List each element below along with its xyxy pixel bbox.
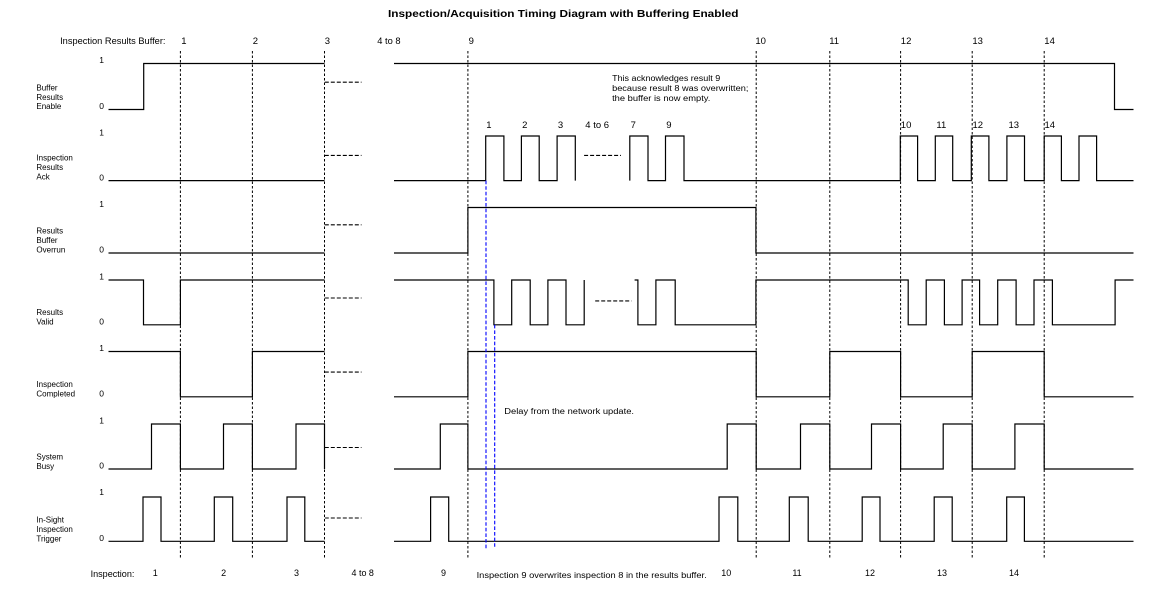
svg-text:Inspection: Inspection <box>36 525 72 534</box>
svg-text:1: 1 <box>99 343 104 353</box>
svg-text:1: 1 <box>99 199 104 209</box>
svg-text:1: 1 <box>99 55 104 65</box>
svg-text:0: 0 <box>99 317 104 327</box>
svg-text:Inspection: Inspection <box>36 153 72 162</box>
svg-text:4 to 8: 4 to 8 <box>377 36 400 47</box>
svg-text:Delay from the network update.: Delay from the network update. <box>504 407 634 416</box>
svg-text:11: 11 <box>792 568 801 578</box>
svg-text:9: 9 <box>441 568 446 578</box>
svg-text:Valid: Valid <box>36 317 53 326</box>
svg-text:7: 7 <box>631 120 636 131</box>
svg-text:1: 1 <box>153 568 158 578</box>
svg-text:13: 13 <box>937 568 947 578</box>
svg-text:1: 1 <box>99 128 104 138</box>
svg-text:Enable: Enable <box>36 102 61 111</box>
svg-text:Buffer: Buffer <box>36 83 58 92</box>
svg-text:9: 9 <box>469 36 474 47</box>
svg-text:3: 3 <box>294 568 299 578</box>
svg-text:4 to 6: 4 to 6 <box>585 120 609 131</box>
svg-text:13: 13 <box>1009 120 1020 131</box>
svg-text:Inspection: Inspection <box>36 380 72 389</box>
svg-text:2: 2 <box>253 36 258 47</box>
svg-text:13: 13 <box>972 36 983 47</box>
svg-text:Buffer: Buffer <box>36 236 58 245</box>
svg-text:0: 0 <box>99 172 104 182</box>
svg-text:Results: Results <box>36 308 63 317</box>
svg-text:Trigger: Trigger <box>36 535 61 544</box>
svg-text:Inspection 9 overwrites inspec: Inspection 9 overwrites inspection 8 in … <box>477 571 707 580</box>
svg-text:0: 0 <box>99 533 104 543</box>
svg-text:1: 1 <box>181 36 186 47</box>
svg-text:Inspection/Acquisition Timing: Inspection/Acquisition Timing Diagram wi… <box>388 9 739 20</box>
svg-text:0: 0 <box>99 389 104 399</box>
svg-text:Ack: Ack <box>36 172 50 181</box>
svg-text:3: 3 <box>558 120 563 131</box>
svg-text:In-Sight: In-Sight <box>36 515 64 524</box>
svg-text:Overrun: Overrun <box>36 246 65 255</box>
svg-text:10: 10 <box>755 36 766 47</box>
svg-text:System: System <box>36 452 63 461</box>
svg-text:Completed: Completed <box>36 389 75 398</box>
svg-text:9: 9 <box>666 120 671 131</box>
svg-text:14: 14 <box>1044 36 1055 47</box>
svg-text:Results: Results <box>36 163 63 172</box>
svg-text:0: 0 <box>99 245 104 255</box>
svg-text:11: 11 <box>829 36 839 47</box>
svg-text:12: 12 <box>865 568 875 578</box>
svg-text:12: 12 <box>973 120 984 131</box>
svg-text:because result 8 was overwritt: because result 8 was overwritten; <box>612 84 748 93</box>
svg-text:Inspection Results Buffer:: Inspection Results Buffer: <box>60 36 165 46</box>
svg-text:Busy: Busy <box>36 462 54 471</box>
svg-text:12: 12 <box>901 36 912 47</box>
svg-text:Results: Results <box>36 226 63 235</box>
svg-text:10: 10 <box>901 120 912 131</box>
svg-text:Results: Results <box>36 93 63 102</box>
svg-text:3: 3 <box>325 36 330 47</box>
svg-text:This acknowledges result 9: This acknowledges result 9 <box>612 74 721 83</box>
svg-text:2: 2 <box>522 120 527 131</box>
svg-text:0: 0 <box>99 461 104 471</box>
svg-text:1: 1 <box>99 272 104 282</box>
svg-text:2: 2 <box>221 568 226 578</box>
svg-text:1: 1 <box>99 416 104 426</box>
svg-text:1: 1 <box>486 120 491 131</box>
svg-text:1: 1 <box>99 487 104 497</box>
svg-text:0: 0 <box>99 101 104 111</box>
svg-text:14: 14 <box>1009 568 1019 578</box>
svg-text:10: 10 <box>721 568 731 578</box>
svg-text:Inspection:: Inspection: <box>91 569 135 579</box>
svg-text:11: 11 <box>936 120 946 131</box>
svg-text:14: 14 <box>1045 120 1056 131</box>
svg-text:the buffer is now empty.: the buffer is now empty. <box>612 94 710 103</box>
svg-text:4 to 8: 4 to 8 <box>352 568 374 578</box>
